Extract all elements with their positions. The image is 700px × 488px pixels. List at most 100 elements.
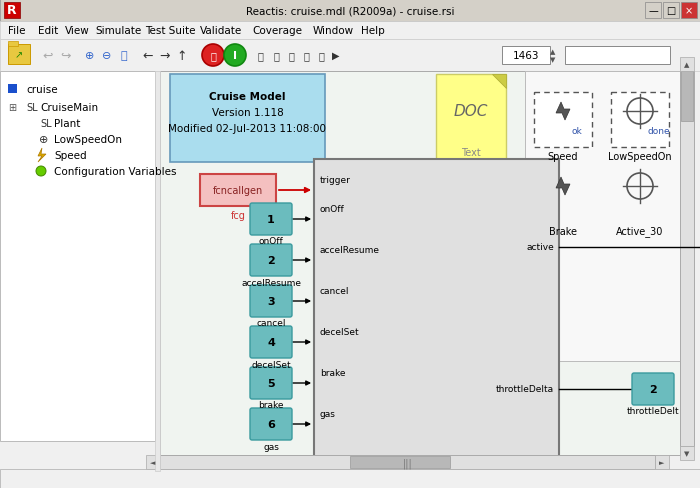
Text: Test Suite: Test Suite [145,26,195,36]
Text: Text: Text [461,148,481,158]
FancyBboxPatch shape [250,326,292,358]
Bar [146,455,160,469]
Text: 2: 2 [649,384,657,394]
Text: ▼: ▼ [550,57,556,63]
Text: cancel: cancel [256,319,286,328]
Text: gas: gas [320,409,336,418]
Bar [350,456,450,468]
Text: 2: 2 [267,256,275,265]
Text: CruiseMain: CruiseMain [40,103,98,113]
Bar [0,72,155,441]
Text: ⏮: ⏮ [257,51,263,61]
Bar [502,47,550,65]
Bar [680,72,694,446]
Text: fcg: fcg [230,210,246,221]
Text: ⏪: ⏪ [288,51,294,61]
Text: 1: 1 [267,215,275,224]
Bar [611,93,669,148]
Circle shape [202,45,224,67]
Text: Help: Help [361,26,385,36]
Text: ↑: ↑ [176,49,188,62]
Bar [655,455,669,469]
Bar [170,75,325,163]
Text: Edit: Edit [38,26,58,36]
Text: done: done [648,127,671,136]
Text: throttleDelta: throttleDelta [496,385,554,394]
Text: File: File [8,26,25,36]
Polygon shape [492,75,506,89]
Text: LowSpeedOn: LowSpeedOn [54,135,122,145]
Text: ok: ok [571,127,582,136]
Text: decelSet: decelSet [251,360,290,369]
Bar [0,0,700,22]
FancyBboxPatch shape [250,203,292,236]
Text: Coverage: Coverage [252,26,302,36]
Bar [663,3,679,19]
Bar [681,3,697,19]
Text: trigger: trigger [320,176,351,184]
Bar [681,72,693,122]
Text: Speed: Speed [547,152,578,162]
Text: fcncallgen: fcncallgen [213,185,263,196]
Bar [680,58,694,72]
Text: Validate: Validate [200,26,242,36]
Text: ⊖: ⊖ [102,51,112,61]
Text: LowSpeedOn: LowSpeedOn [608,152,672,162]
Bar [0,40,700,72]
FancyBboxPatch shape [250,285,292,317]
Text: accelResume: accelResume [241,278,301,287]
Bar [8,85,17,94]
Bar [525,72,680,361]
Text: ↪: ↪ [61,49,71,62]
Text: decelSet: decelSet [320,327,360,336]
Text: ↩: ↩ [43,49,53,62]
Bar [645,3,661,19]
Text: ⊕: ⊕ [39,135,48,145]
Text: Simulate: Simulate [95,26,141,36]
Text: ◄: ◄ [150,459,155,465]
Circle shape [36,167,46,177]
Text: accelResume: accelResume [320,245,380,254]
Text: cancel: cancel [320,286,349,295]
Text: ▲: ▲ [685,62,690,68]
Text: Window: Window [313,26,354,36]
Text: Brake: Brake [549,226,577,237]
FancyBboxPatch shape [632,373,674,405]
Text: 4: 4 [267,337,275,347]
Circle shape [224,45,246,67]
Bar [436,75,506,163]
Text: ←: ← [143,49,153,62]
Text: ⏭: ⏭ [273,51,279,61]
Text: Modified 02-Jul-2013 11:08:00: Modified 02-Jul-2013 11:08:00 [169,124,326,134]
Text: ⏩: ⏩ [303,51,309,61]
Text: R: R [7,4,17,18]
Bar [160,72,680,455]
Text: SL: SL [40,119,52,129]
Bar [680,446,694,460]
Text: SL: SL [26,103,38,113]
Text: ⏸: ⏸ [318,51,324,61]
Text: 5: 5 [267,378,275,388]
Text: →: → [160,49,170,62]
FancyBboxPatch shape [250,244,292,276]
Bar [8,42,18,47]
Text: gas: gas [263,442,279,450]
Bar [4,3,20,19]
Text: 1463: 1463 [512,51,539,61]
Text: ▼: ▼ [685,450,690,456]
Text: Plant: Plant [54,119,80,129]
Text: □: □ [666,6,676,16]
Text: cruise: cruise [26,85,57,95]
FancyBboxPatch shape [250,367,292,399]
Text: ⊞: ⊞ [8,103,16,113]
Text: ▲: ▲ [550,49,556,55]
Polygon shape [556,103,570,121]
Bar [8,45,30,65]
Text: Active_30: Active_30 [616,226,664,237]
Text: DOC: DOC [454,103,488,118]
Bar [314,160,559,459]
Text: Reactis: cruise.mdl (R2009a) - cruise.rsi: Reactis: cruise.mdl (R2009a) - cruise.rs… [246,6,454,16]
Bar [534,93,592,148]
Text: ↗: ↗ [15,50,23,60]
Text: onOff: onOff [320,204,344,214]
